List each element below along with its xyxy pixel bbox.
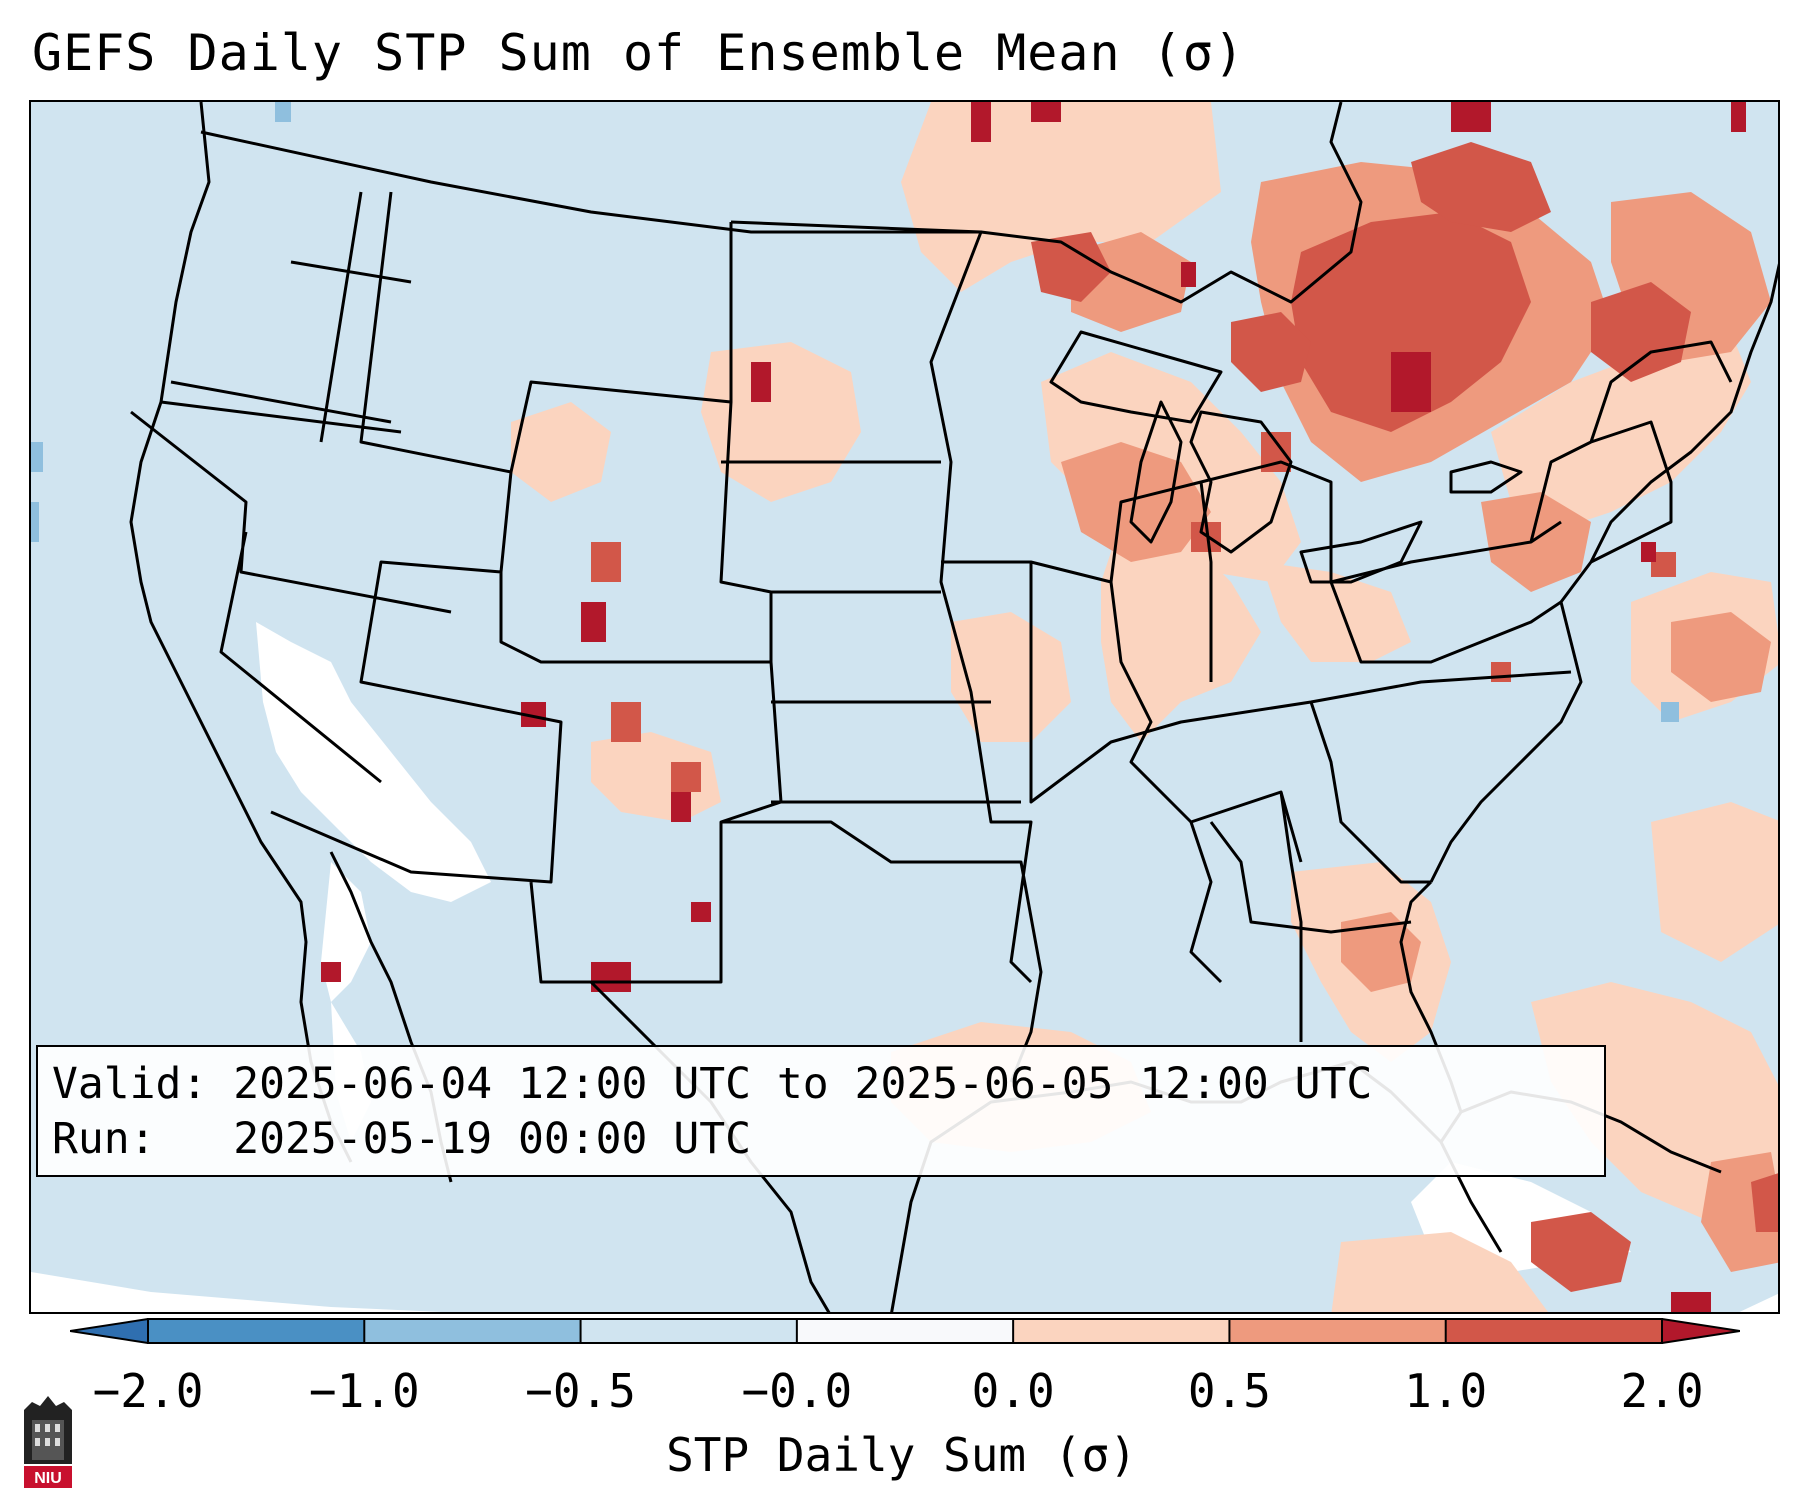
max-positive-cells (321, 102, 1746, 1312)
central-state-borders (721, 220, 1572, 1083)
great-lakes-outline (1049, 330, 1523, 584)
colorbar-tick-label: 1.0 (1404, 1364, 1488, 1418)
run-time: 2025-05-19 00:00 UTC (233, 1114, 751, 1164)
run-label: Run: (52, 1114, 156, 1164)
pacific-coastline (129, 102, 353, 1163)
colorbar-bin (1013, 1319, 1230, 1343)
valid-label: Valid: (52, 1059, 208, 1109)
colorbar-bin (1229, 1319, 1447, 1343)
niu-logo-icon: NIU (24, 1396, 72, 1488)
colorbar-bin (1445, 1319, 1663, 1343)
colorbar-bins (148, 1319, 1663, 1343)
colorbar (70, 1318, 1740, 1344)
colorbar-tick-label: 0.5 (1187, 1364, 1271, 1418)
atlantic-coastline (1429, 263, 1778, 883)
colorbar-under-triangle (70, 1319, 148, 1343)
negative-cells (31, 102, 1679, 722)
colorbar-triangle-outline-right (1661, 1318, 1740, 1344)
colorbar-tick-marks (147, 1319, 1663, 1343)
colorbar-triangle-outline (70, 1318, 149, 1344)
colorbar-bin (796, 1319, 1014, 1343)
colorbar-bin (364, 1319, 582, 1343)
projection-edge-right (1739, 1293, 1778, 1312)
colorbar-label: STP Daily Sum (σ) (666, 1428, 1137, 1482)
colorbar-tick-label: −0.0 (741, 1364, 853, 1418)
colorbar-bin (580, 1319, 798, 1343)
colorbar-over-triangle (1662, 1319, 1740, 1343)
projection-edge (31, 1272, 443, 1312)
us-canada-border (200, 102, 1363, 304)
colorbar-tick-label: 0.0 (971, 1364, 1055, 1418)
niu-logo-text: NIU (34, 1470, 62, 1487)
valid-time-range: 2025-06-04 12:00 UTC to 2025-06-05 12:00… (233, 1059, 1373, 1109)
valid-run-info-box: Valid: 2025-06-04 12:00 UTC to 2025-06-0… (36, 1045, 1606, 1177)
map-title: GEFS Daily STP Sum of Ensemble Mean (σ) (32, 24, 1245, 82)
strong-positive-region (591, 142, 1778, 1292)
colorbar-tick-label: 2.0 (1620, 1364, 1704, 1418)
colorbar-tick-label: −1.0 (308, 1364, 420, 1418)
colorbar-tick-label: −2.0 (92, 1364, 204, 1418)
colorbar-tick-label: −0.5 (525, 1364, 636, 1418)
colorbar-bin (148, 1319, 365, 1343)
